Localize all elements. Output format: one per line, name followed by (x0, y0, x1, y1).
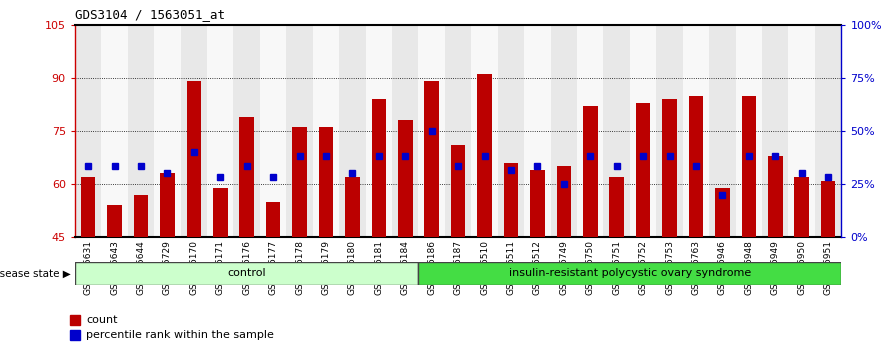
Bar (75, 262, 418, 285)
Bar (213, 188, 227, 237)
Bar (478, 74, 492, 237)
Text: control: control (227, 268, 266, 279)
Bar (742, 96, 756, 237)
Bar (683, 25, 709, 237)
Bar (266, 202, 280, 237)
Bar (471, 25, 498, 237)
Bar (603, 25, 630, 237)
Bar (398, 120, 412, 237)
Bar (154, 25, 181, 237)
Bar (821, 181, 835, 237)
Bar (292, 127, 307, 237)
Bar (339, 25, 366, 237)
Bar (260, 25, 286, 237)
Bar (160, 173, 174, 237)
Bar (233, 25, 260, 237)
Bar (187, 81, 201, 237)
Bar (610, 177, 624, 237)
Bar (286, 25, 313, 237)
Bar (551, 25, 577, 237)
Text: percentile rank within the sample: percentile rank within the sample (86, 330, 274, 339)
Bar (815, 25, 841, 237)
Bar (445, 25, 471, 237)
Bar (504, 163, 518, 237)
Bar (689, 96, 703, 237)
Bar (418, 25, 445, 237)
Bar (577, 25, 603, 237)
Bar (768, 156, 782, 237)
Bar (319, 127, 333, 237)
Bar (709, 25, 736, 237)
Bar (240, 117, 254, 237)
Bar (498, 25, 524, 237)
Bar (81, 177, 95, 237)
Bar (557, 166, 571, 237)
Bar (736, 25, 762, 237)
Text: count: count (86, 315, 117, 325)
Bar (207, 25, 233, 237)
Bar (636, 103, 650, 237)
Bar (795, 177, 809, 237)
Bar (181, 25, 207, 237)
Bar (372, 99, 386, 237)
Bar (313, 25, 339, 237)
Bar (715, 188, 729, 237)
Bar (418, 262, 841, 285)
Bar (128, 25, 154, 237)
Bar (345, 177, 359, 237)
Bar (630, 25, 656, 237)
Bar (101, 25, 128, 237)
Text: disease state ▶: disease state ▶ (0, 268, 70, 279)
Text: GDS3104 / 1563051_at: GDS3104 / 1563051_at (75, 8, 225, 21)
Text: insulin-resistant polycystic ovary syndrome: insulin-resistant polycystic ovary syndr… (509, 268, 751, 279)
Bar (134, 195, 148, 237)
Bar (762, 25, 788, 237)
Bar (583, 106, 597, 237)
Bar (366, 25, 392, 237)
Bar (663, 99, 677, 237)
Bar (392, 25, 418, 237)
Bar (524, 25, 551, 237)
Bar (788, 25, 815, 237)
Bar (530, 170, 544, 237)
Bar (656, 25, 683, 237)
Bar (75, 25, 101, 237)
Bar (107, 205, 122, 237)
Bar (451, 145, 465, 237)
Bar (425, 81, 439, 237)
